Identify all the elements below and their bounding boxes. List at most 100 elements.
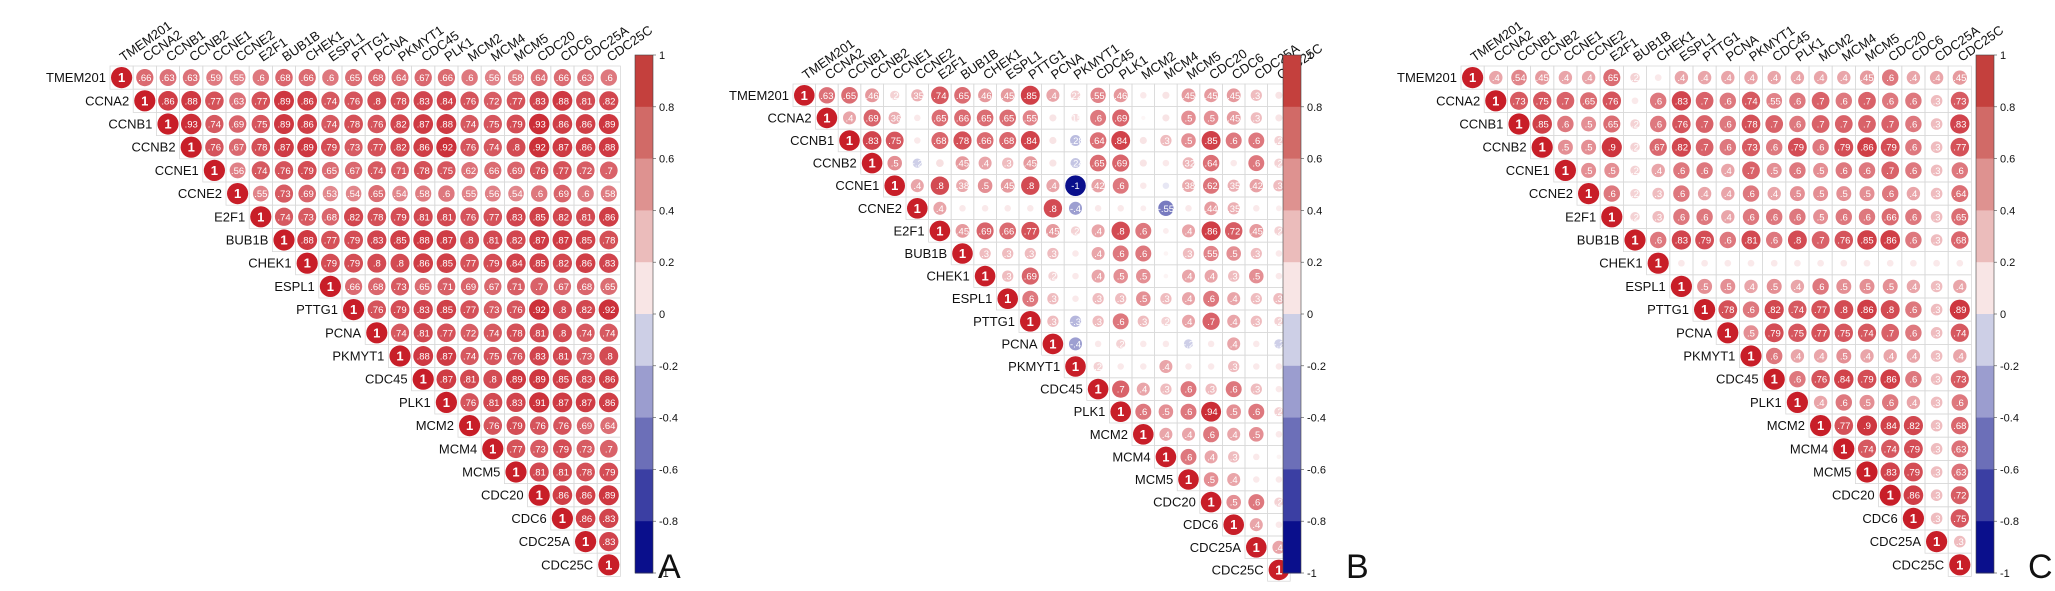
correlation-value-label: .67 — [486, 282, 499, 293]
correlation-value-label: .76 — [463, 96, 476, 107]
correlation-circle — [1905, 208, 1922, 226]
correlation-circle — [1117, 205, 1124, 212]
correlation-value-label: .73 — [1744, 143, 1757, 154]
correlation-value-label: .55 — [254, 189, 267, 200]
correlation-circle — [1532, 114, 1552, 134]
correlation-circle — [1834, 230, 1854, 250]
correlation-value-label: .4 — [1049, 181, 1057, 192]
correlation-circle — [273, 113, 294, 135]
correlation-value-label: .65 — [1091, 159, 1104, 170]
correlation-value-label: .4 — [1817, 352, 1825, 363]
correlation-circle — [483, 253, 503, 273]
correlation-value-label: .63 — [185, 73, 198, 84]
correlation-circle — [1489, 70, 1503, 85]
correlation-circle — [1671, 137, 1691, 157]
correlation-circle — [1087, 378, 1109, 400]
correlation-circle — [1203, 472, 1219, 487]
row-label: PCNA — [325, 325, 361, 340]
correlation-circle — [1227, 314, 1241, 328]
correlation-value-label: .86 — [1204, 226, 1217, 237]
correlation-circle — [1250, 315, 1262, 327]
correlation-value-label: .3 — [1252, 317, 1260, 328]
correlation-value-label: .77 — [440, 328, 453, 339]
correlation-value-label: .6 — [1252, 136, 1260, 147]
correlation-value-label: .82 — [1907, 421, 1920, 432]
correlation-value-label: .94 — [1204, 407, 1217, 418]
correlation-circle — [274, 137, 294, 158]
correlation-circle — [1065, 356, 1086, 377]
correlation-value-label: 1 — [280, 233, 287, 248]
correlation-circle — [1840, 259, 1848, 267]
correlation-value-label: 1 — [823, 110, 830, 125]
correlation-value-label: .5 — [1724, 282, 1732, 293]
correlation-value-label: 1 — [1608, 209, 1615, 224]
correlation-value-label: .85 — [579, 236, 592, 247]
correlation-circle — [1049, 136, 1057, 145]
correlation-circle — [344, 91, 363, 111]
correlation-circle — [1742, 208, 1760, 226]
correlation-circle — [1137, 315, 1149, 327]
correlation-circle — [575, 253, 596, 274]
correlation-value-label: .5 — [1770, 282, 1778, 293]
correlation-circle — [1879, 484, 1901, 506]
correlation-value-label: .75 — [486, 120, 499, 131]
correlation-value-label: .88 — [301, 236, 314, 247]
correlation-value-label: .2 — [1631, 143, 1639, 154]
correlation-circle — [1881, 115, 1900, 133]
correlation-value-label: .2 — [1631, 212, 1639, 223]
correlation-circle — [505, 369, 526, 390]
row-label: TMEM201 — [46, 70, 106, 85]
correlation-value-label: .87 — [417, 120, 430, 131]
correlation-circle — [1763, 368, 1785, 390]
correlation-circle — [1654, 74, 1662, 81]
correlation-circle — [507, 277, 525, 296]
correlation-circle — [483, 323, 502, 342]
correlation-circle — [252, 69, 270, 86]
correlation-circle — [414, 277, 432, 295]
legend-tick-label: -0.8 — [659, 516, 678, 528]
correlation-value-label: -.55 — [1158, 204, 1174, 215]
correlation-circle — [529, 392, 550, 413]
correlation-value-label: .67 — [1652, 143, 1665, 154]
correlation-circle — [931, 109, 949, 127]
correlation-value-label: .68 — [579, 282, 592, 293]
correlation-circle — [367, 207, 387, 227]
correlation-circle — [483, 346, 502, 366]
correlation-circle — [1022, 110, 1038, 126]
correlation-circle — [1558, 70, 1573, 85]
legend-color-band — [1976, 262, 1994, 315]
correlation-circle — [157, 113, 179, 135]
correlation-circle — [954, 86, 971, 104]
correlation-circle — [1741, 230, 1761, 250]
legend-color-band — [1976, 417, 1994, 470]
correlation-value-label: 1 — [1794, 395, 1801, 410]
correlation-value-label: -1 — [1071, 181, 1079, 192]
correlation-value-label: .88 — [602, 143, 615, 154]
correlation-circle — [1485, 90, 1507, 112]
correlation-value-label: .73 — [533, 444, 546, 455]
correlation-circle — [553, 416, 572, 435]
correlation-value-label: -.28 — [1067, 136, 1083, 147]
correlation-value-label: .81 — [417, 328, 430, 339]
correlation-circle — [1695, 115, 1714, 133]
correlation-value-label: .5 — [1817, 189, 1825, 200]
correlation-value-label: .5 — [1817, 212, 1825, 223]
correlation-circle — [460, 323, 479, 342]
correlation-value-label: .4 — [1840, 73, 1848, 84]
correlation-value-label: .6 — [1909, 236, 1917, 247]
correlation-value-label: .83 — [1675, 236, 1688, 247]
correlation-value-label: 1 — [801, 88, 808, 103]
correlation-value-label: .75 — [1536, 96, 1549, 107]
correlation-value-label: .4 — [936, 204, 944, 215]
correlation-circle — [1813, 186, 1829, 202]
correlation-value-label: .5 — [1585, 166, 1593, 177]
correlation-circle — [1929, 70, 1944, 85]
row-label: BUB1B — [1577, 233, 1620, 248]
correlation-value-label: .73 — [393, 282, 406, 293]
correlation-value-label: .86 — [602, 212, 615, 223]
correlation-circle — [366, 322, 388, 344]
correlation-value-label: .65 — [843, 91, 856, 102]
correlation-circle — [483, 138, 502, 157]
correlation-value-label: .66 — [956, 113, 969, 124]
correlation-circle — [1926, 531, 1948, 553]
